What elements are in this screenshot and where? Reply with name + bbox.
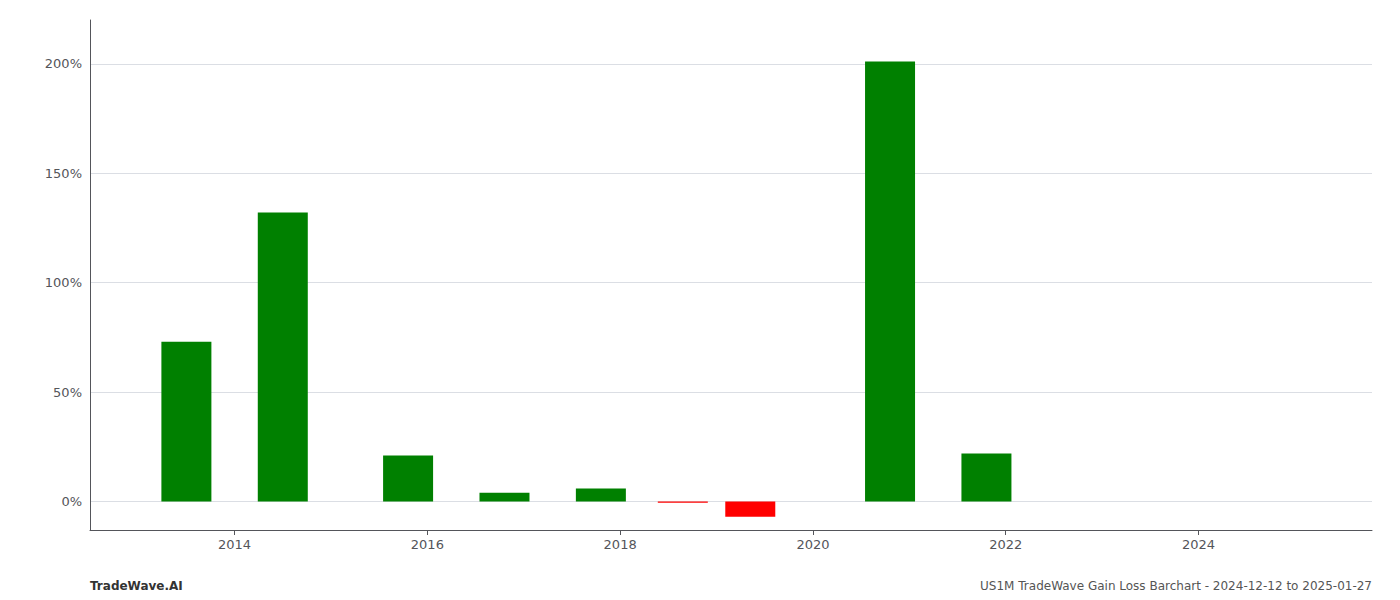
svg-text:TradeWave.AI: TradeWave.AI xyxy=(90,579,183,593)
svg-text:0%: 0% xyxy=(61,494,82,509)
svg-text:2018: 2018 xyxy=(604,537,637,552)
svg-text:2020: 2020 xyxy=(796,537,829,552)
svg-text:2014: 2014 xyxy=(218,537,251,552)
svg-text:200%: 200% xyxy=(45,56,82,71)
svg-text:2016: 2016 xyxy=(411,537,444,552)
svg-text:2022: 2022 xyxy=(989,537,1022,552)
svg-text:100%: 100% xyxy=(45,275,82,290)
svg-text:150%: 150% xyxy=(45,166,82,181)
svg-text:US1M TradeWave Gain Loss Barch: US1M TradeWave Gain Loss Barchart - 2024… xyxy=(980,579,1372,593)
svg-text:2024: 2024 xyxy=(1182,537,1215,552)
svg-text:50%: 50% xyxy=(53,385,82,400)
